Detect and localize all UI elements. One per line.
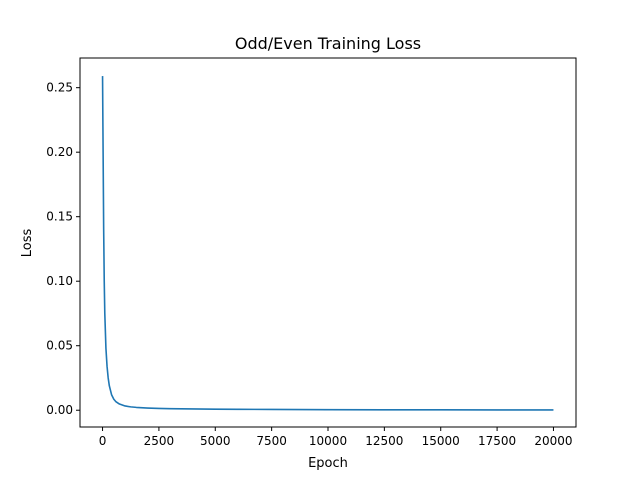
x-tick-label: 20000	[534, 434, 572, 448]
loss-series-line	[101, 76, 554, 411]
y-tick-label: 0.00	[46, 403, 73, 417]
y-tick-label: 0.25	[46, 81, 73, 95]
x-tick-label: 0	[99, 434, 107, 448]
y-axis-label: Loss	[20, 229, 35, 258]
x-tick-label: 12500	[365, 434, 403, 448]
y-tick-label: 0.15	[46, 210, 73, 224]
y-tick-label: 0.10	[46, 274, 73, 288]
x-tick-label: 7500	[256, 434, 287, 448]
x-axis-label: Epoch	[308, 456, 348, 471]
x-tick-label: 5000	[200, 434, 231, 448]
x-tick-label: 2500	[144, 434, 175, 448]
y-tick-label: 0.05	[46, 339, 73, 353]
y-tick-label: 0.20	[46, 145, 73, 159]
x-tick-label: 15000	[422, 434, 460, 448]
chart-title: Odd/Even Training Loss	[235, 34, 421, 53]
plot-frame	[79, 57, 577, 428]
x-tick-label: 17500	[478, 434, 516, 448]
x-tick-label: 10000	[309, 434, 347, 448]
